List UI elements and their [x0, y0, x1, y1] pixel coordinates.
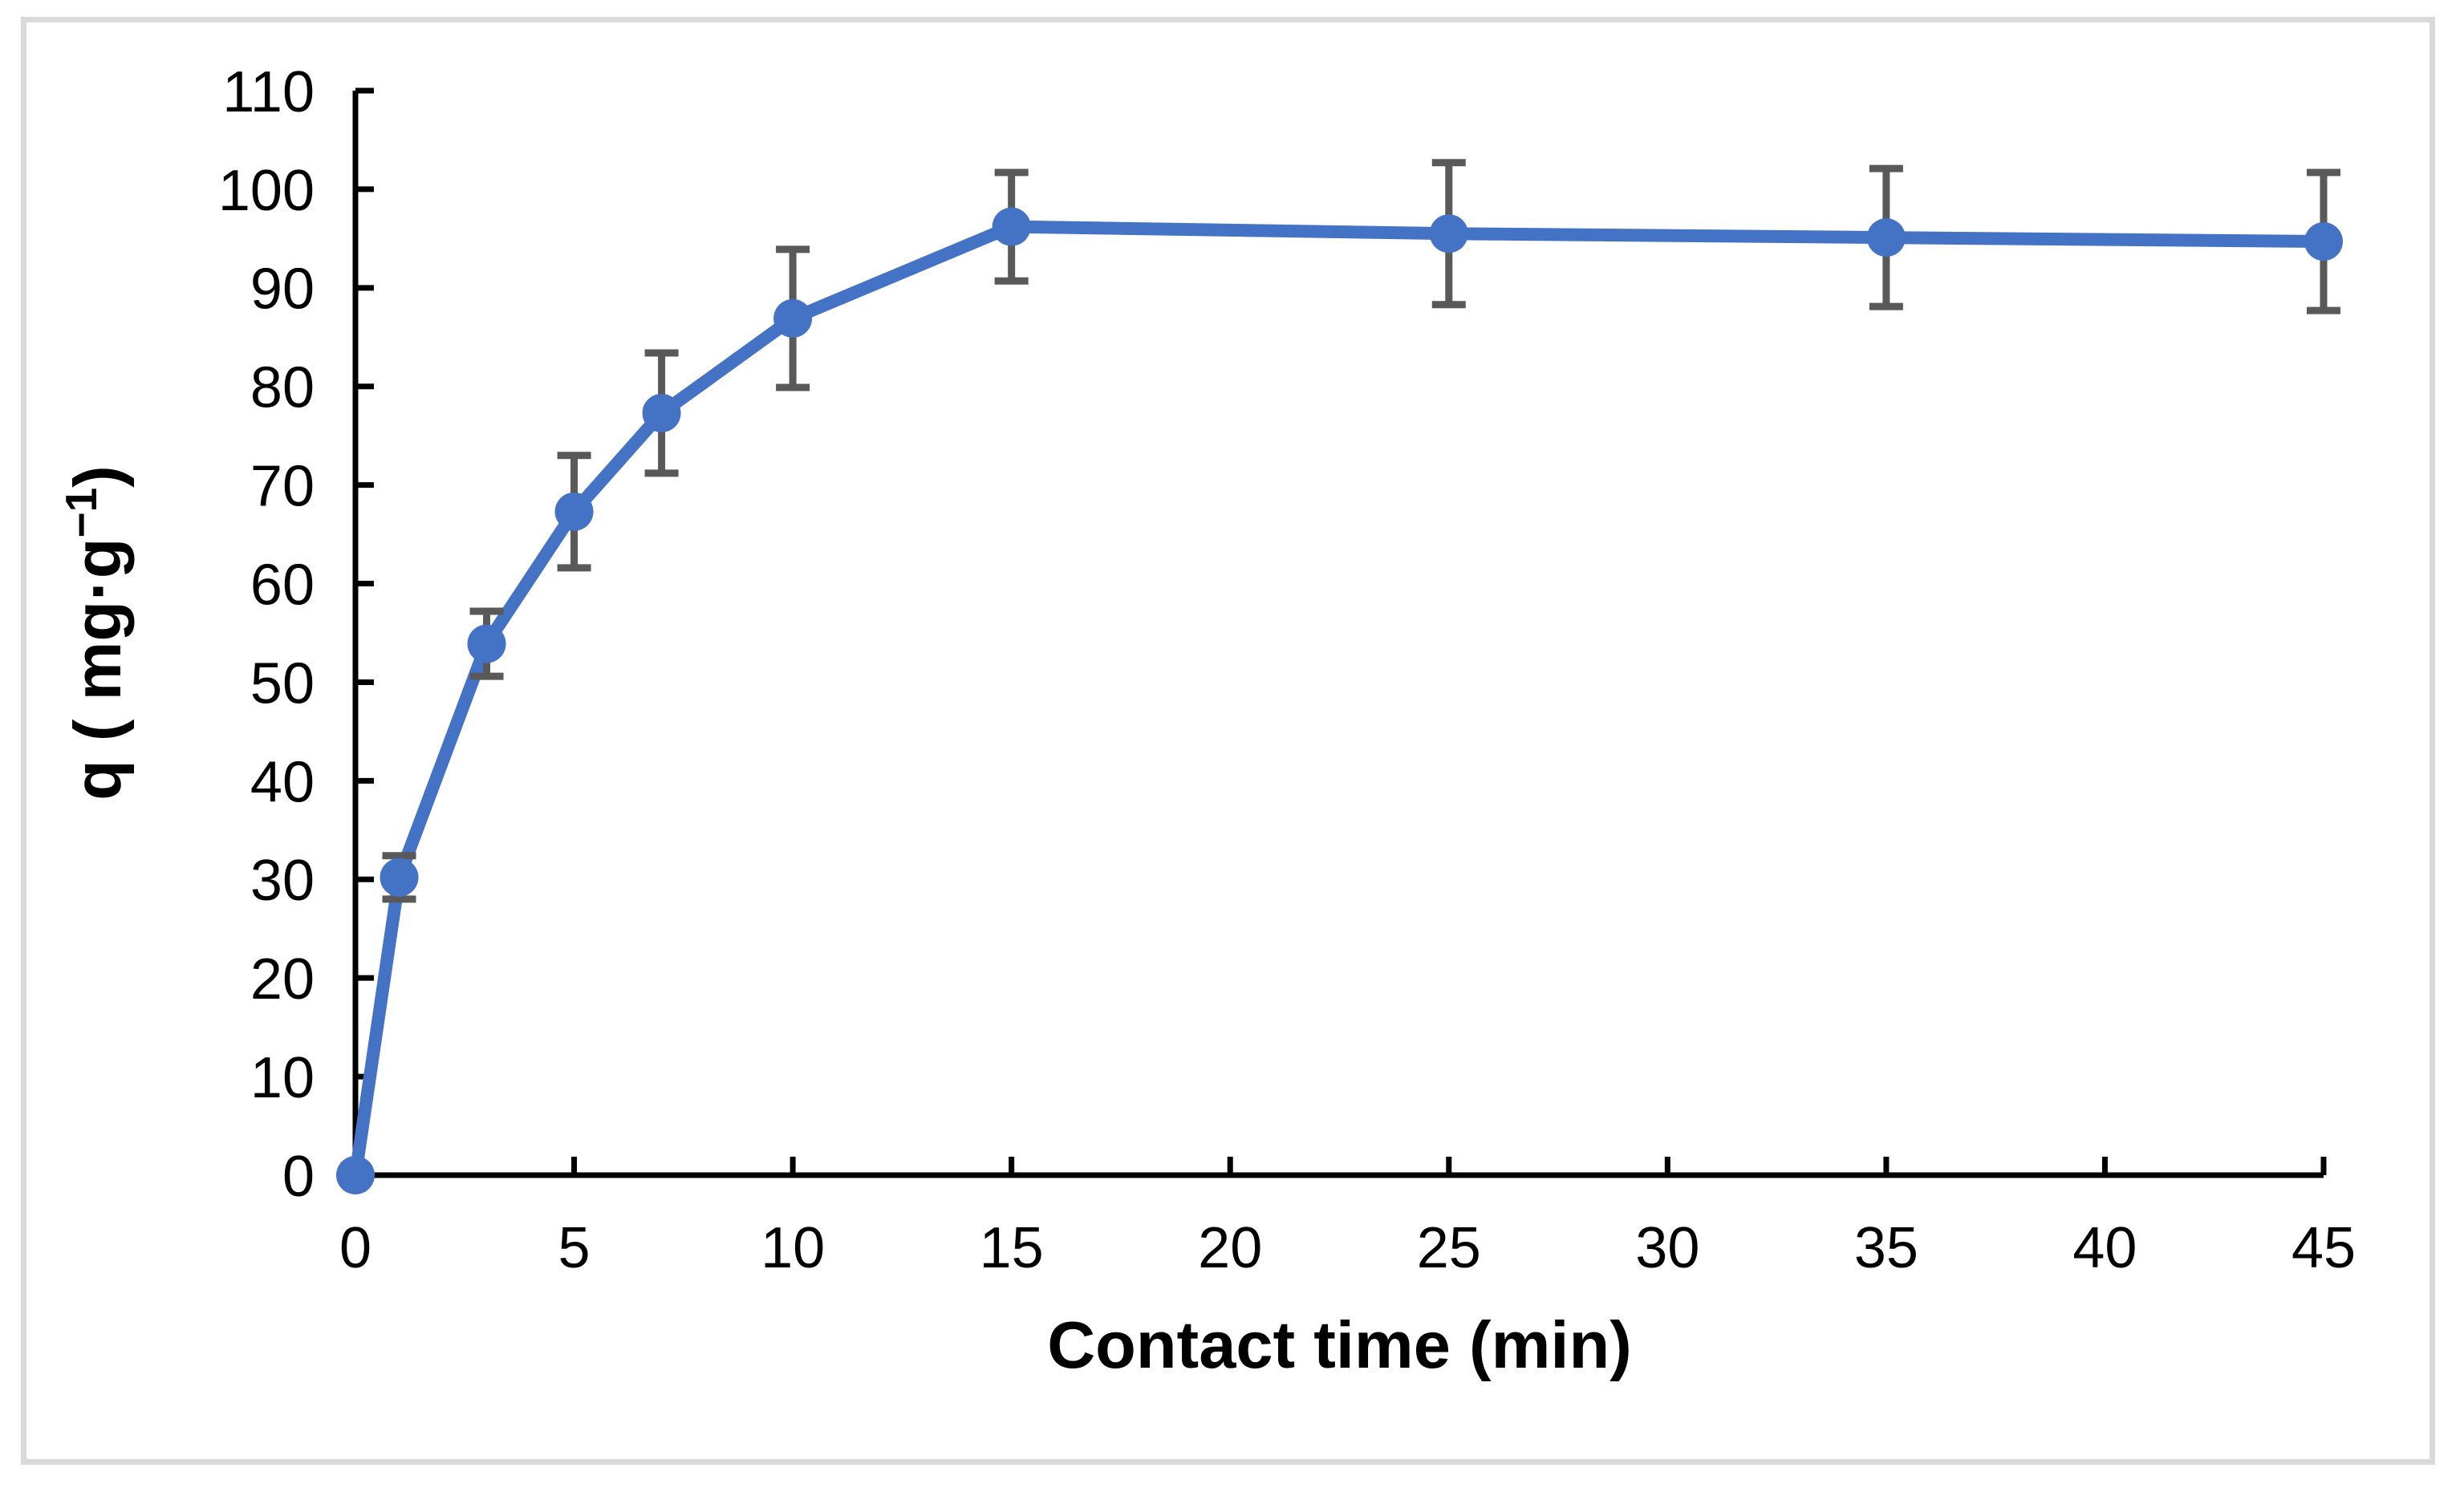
data-point-marker: [336, 1156, 375, 1194]
x-tick-label: 5: [558, 1216, 591, 1280]
y-tick-label: 20: [250, 947, 315, 1012]
y-tick-label: 100: [218, 159, 315, 223]
y-axis-title: q ( mg·g−1): [56, 465, 135, 801]
data-point-marker: [380, 858, 419, 897]
x-tick-label: 10: [761, 1216, 825, 1280]
figure-border: [21, 17, 2435, 1465]
error-bars: [382, 159, 2340, 903]
y-tick-label: 50: [250, 651, 315, 716]
y-tick-label: 80: [250, 356, 315, 420]
y-tick-label: 10: [250, 1046, 315, 1110]
data-line: [349, 220, 2330, 1182]
data-point-marker: [992, 207, 1031, 246]
x-tick-label: 0: [339, 1216, 371, 1280]
x-axis-title: Contact time (min): [1047, 1308, 1632, 1382]
data-point-marker: [1429, 214, 1468, 253]
y-tick-label: 90: [250, 257, 315, 322]
y-tick-label: 40: [250, 750, 315, 814]
x-tick-label: 20: [1198, 1216, 1262, 1280]
y-tick-label: 30: [250, 849, 315, 913]
x-tick-label: 30: [1635, 1216, 1699, 1280]
y-tick-label: 70: [250, 455, 315, 519]
x-tick-label: 45: [2291, 1216, 2356, 1280]
data-point-marker: [467, 624, 506, 663]
y-tick-label: 60: [250, 553, 315, 617]
data-point-marker: [2304, 222, 2343, 262]
data-point-marker: [642, 393, 681, 432]
y-tick-label: 110: [222, 60, 315, 124]
x-tick-label: 15: [980, 1216, 1044, 1280]
x-axis-ticks: 0 5 10 15 20 25 30 35 40 45: [339, 1157, 2356, 1280]
data-point-markers: [336, 207, 2343, 1194]
data-point-marker: [773, 298, 813, 338]
data-point-marker: [554, 492, 594, 531]
y-axis-ticks: 0 10 20 30 40 50 60 70 80 90 100 110: [218, 60, 374, 1209]
x-tick-label: 35: [1854, 1216, 1918, 1280]
data-point-marker: [1866, 218, 1906, 257]
x-tick-label: 25: [1417, 1216, 1481, 1280]
y-tick-label: 0: [282, 1145, 315, 1209]
x-tick-label: 40: [2072, 1216, 2137, 1280]
